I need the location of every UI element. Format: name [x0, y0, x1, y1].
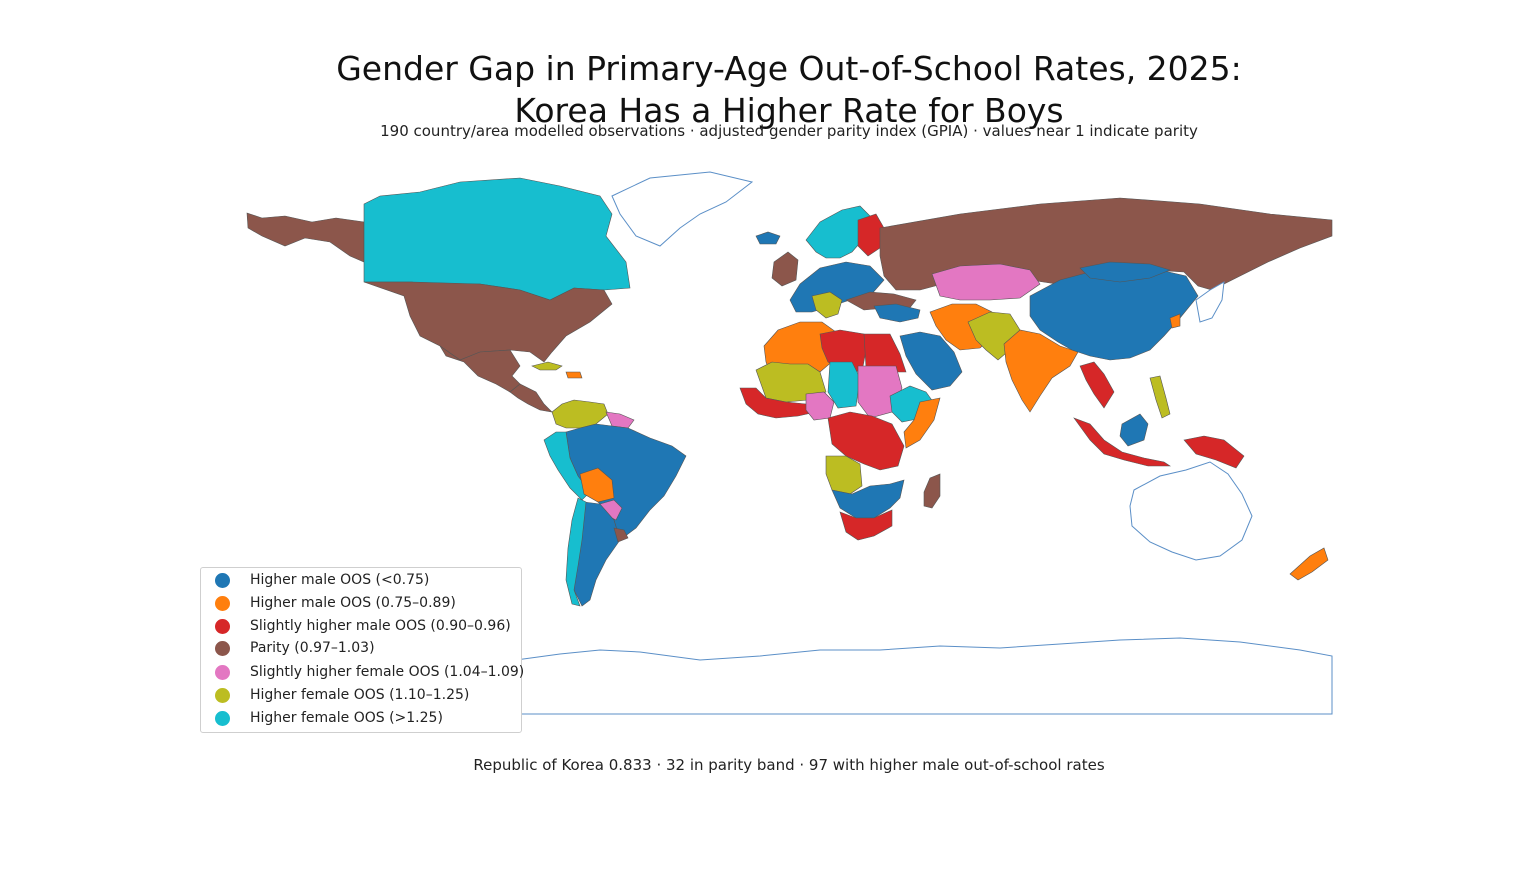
map-title: Gender Gap in Primary-Age Out-of-School …: [0, 48, 1540, 132]
legend-item-parity: Parity (0.97–1.03): [215, 637, 375, 659]
legend-label: Parity (0.97–1.03): [250, 640, 375, 656]
region-iceland: Iceland: [755, 231, 781, 245]
region-mongolia: Mongolia: [1079, 261, 1171, 283]
legend-label: Higher female OOS (1.10–1.25): [250, 687, 470, 703]
legend-swatch: [215, 618, 230, 634]
region-italy: Italy: [811, 291, 843, 319]
legend-swatch: [215, 572, 230, 588]
region-republic-of-korea: Republic of Korea: [1169, 313, 1181, 329]
region-australia: Australia: [1129, 461, 1253, 561]
region-united-states: United States: [363, 281, 613, 363]
region-borneo: Borneo: [1119, 413, 1149, 447]
legend-label: Higher female OOS (>1.25): [250, 710, 443, 726]
legend-swatch: [215, 595, 230, 611]
region-somalia: Somalia: [903, 397, 941, 449]
region-southern-africa: Southern Africa: [831, 479, 905, 519]
region-philippines: Philippines: [1149, 375, 1171, 419]
title-line-1: Gender Gap in Primary-Age Out-of-School …: [336, 49, 1242, 88]
region-central-america: Central America: [509, 383, 553, 413]
region-indonesia: Indonesia: [1073, 417, 1171, 467]
region-india: India: [1003, 329, 1079, 413]
region-saudi-arabia: Saudi Arabia: [899, 331, 963, 391]
region-bolivia: Bolivia: [579, 467, 615, 503]
legend-item-higher-female-110-125: Higher female OOS (1.10–1.25): [215, 684, 469, 706]
legend-swatch: [215, 710, 230, 726]
region-new-zealand: New Zealand: [1289, 547, 1329, 581]
legend-swatch: [215, 640, 230, 656]
region-chad: Chad: [827, 361, 861, 409]
region-cuba: Cuba: [531, 361, 563, 371]
region-papua-new-guinea: Papua New Guinea: [1183, 435, 1245, 469]
region-greenland: Greenland: [611, 171, 754, 247]
legend-label: Higher male OOS (0.75–0.89): [250, 595, 456, 611]
legend-label: Higher male OOS (<0.75): [250, 572, 430, 588]
legend-item-higher-male-075-089: Higher male OOS (0.75–0.89): [215, 592, 456, 614]
legend-swatch: [215, 687, 230, 703]
region-south-africa: South Africa: [839, 509, 893, 541]
legend-item-slightly-higher-male: Slightly higher male OOS (0.90–0.96): [215, 615, 511, 637]
region-guyana: Guyana: [605, 411, 635, 429]
legend-item-higher-female-gt-125: Higher female OOS (>1.25): [215, 707, 443, 729]
legend-swatch: [215, 664, 230, 680]
region-caribbean: Caribbean: [565, 371, 583, 379]
region-madagascar: Madagascar: [923, 473, 941, 509]
region-japan: Japan: [1195, 281, 1225, 323]
legend-item-slightly-higher-female: Slightly higher female OOS (1.04–1.09): [215, 661, 524, 683]
region-uruguay: Uruguay: [613, 527, 629, 543]
map-footer: Republic of Korea 0.833 · 32 in parity b…: [473, 756, 1105, 774]
region-chile: Chile: [565, 497, 587, 607]
legend-label: Slightly higher female OOS (1.04–1.09): [250, 664, 525, 680]
region-united-kingdom-ireland: United Kingdom / Ireland: [771, 251, 799, 287]
region-nigeria: Nigeria: [805, 391, 835, 421]
region-caucasus-central-asia: Caucasus / Central Asia: [931, 263, 1041, 301]
region-turkey: Turkey: [873, 303, 921, 323]
region-antarctica: Antarctica: [515, 637, 1333, 715]
region-southeast-asia: Southeast Asia: [1079, 361, 1115, 409]
legend-item-higher-male-lt-075: Higher male OOS (<0.75): [215, 569, 429, 591]
title-line-2: Korea Has a Higher Rate for Boys: [514, 91, 1064, 130]
map-subtitle: 190 country/area modelled observations ·…: [380, 122, 1198, 140]
legend: Higher male OOS (<0.75) Higher male OOS …: [200, 567, 524, 733]
region-angola: Angola: [825, 455, 863, 495]
legend-label: Slightly higher male OOS (0.90–0.96): [250, 618, 511, 634]
region-central-africa: Central Africa: [827, 411, 905, 471]
region-colombia-venezuela: Colombia / Venezuela: [551, 399, 609, 429]
region-alaska-united-states: Alaska (United States): [246, 212, 365, 263]
